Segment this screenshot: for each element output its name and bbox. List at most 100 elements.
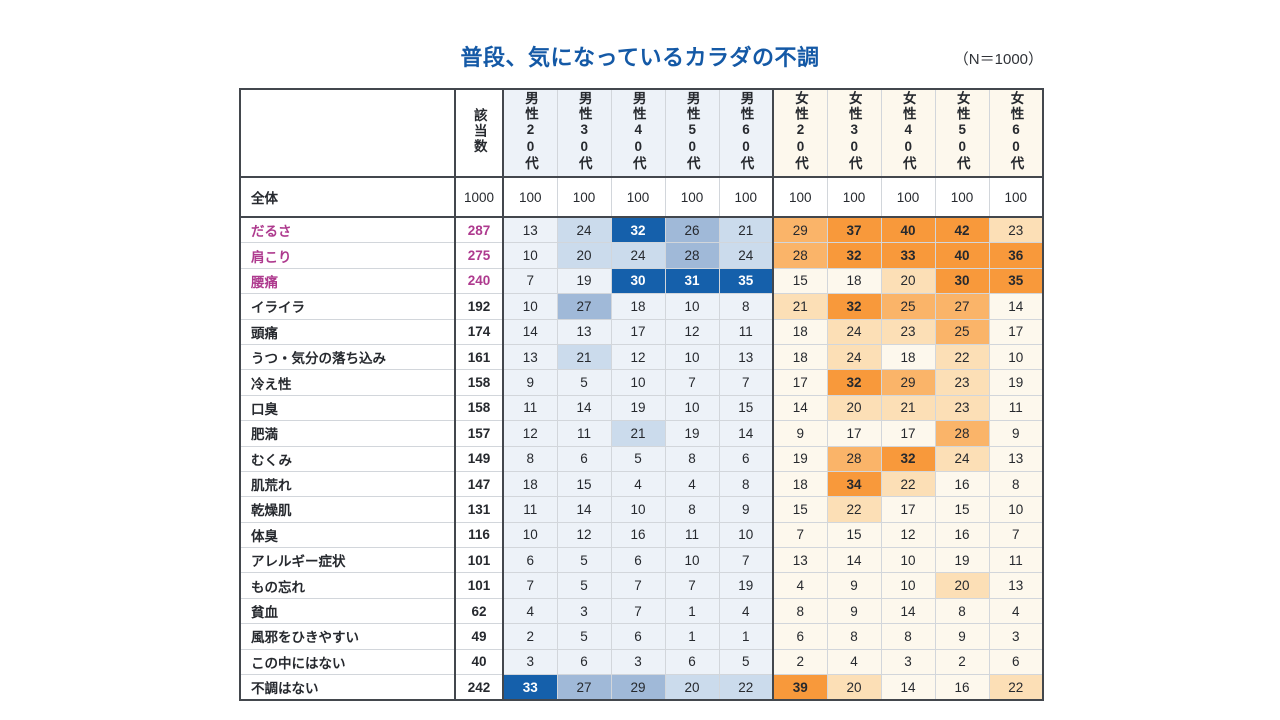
value-cell: 1 [664, 623, 720, 650]
value-cell: 12 [664, 318, 720, 345]
value-cell: 15 [556, 470, 612, 498]
row-label: 腰痛 [239, 267, 456, 295]
value-cell: 7 [718, 369, 774, 396]
value-cell: 11 [556, 420, 612, 447]
value-cell: 26 [664, 216, 720, 244]
value-cell: 10 [718, 521, 774, 549]
value-cell: 28 [772, 242, 828, 269]
value-cell: 11 [664, 521, 720, 549]
value-cell: 20 [664, 674, 720, 701]
value-cell: 27 [934, 293, 990, 320]
value-cell: 10 [610, 369, 666, 396]
value-cell: 9 [934, 623, 990, 650]
value-cell: 100 [988, 176, 1044, 218]
value-cell: 13 [502, 343, 558, 371]
page-title: 普段、気になっているカラダの不調 [460, 45, 820, 70]
col-header-text: 女性40代 [900, 91, 916, 172]
count-cell: 1000 [454, 176, 504, 218]
value-cell: 5 [556, 369, 612, 396]
value-cell: 20 [934, 572, 990, 599]
table-row: もの忘れ 101 7 5 7 7 19 4 9 10 20 13 [239, 572, 1044, 599]
value-cell: 9 [826, 572, 882, 599]
value-cell: 20 [556, 242, 612, 269]
value-cell: 8 [664, 445, 720, 472]
row-label: 口臭 [239, 394, 456, 422]
table-row: 風邪をひきやすい 49 2 5 6 1 1 6 8 8 9 3 [239, 623, 1044, 650]
table-row: この中にはない 40 3 6 3 6 5 2 4 3 2 6 [239, 648, 1044, 676]
value-cell: 4 [610, 470, 666, 498]
value-cell: 4 [772, 572, 828, 599]
count-cell: 40 [454, 648, 504, 676]
table-row: 腰痛 240 7 19 30 31 35 15 18 20 30 35 [239, 267, 1044, 295]
count-cell: 157 [454, 420, 504, 447]
col-header-text: 男性20代 [523, 91, 538, 172]
row-label: だるさ [239, 216, 456, 244]
value-cell: 3 [610, 648, 666, 676]
value-cell: 7 [772, 521, 828, 549]
value-cell: 19 [934, 547, 990, 574]
value-cell: 28 [826, 445, 882, 472]
value-cell: 11 [988, 547, 1044, 574]
value-cell: 16 [610, 521, 666, 549]
value-cell: 14 [502, 318, 558, 345]
value-cell: 100 [934, 176, 990, 218]
value-cell: 12 [502, 420, 558, 447]
value-cell: 29 [880, 369, 936, 396]
table-body: 全体 1000 100 100 100 100 100 100 100 100 100 100 だるさ 2… [239, 176, 1044, 701]
value-cell: 35 [718, 267, 774, 295]
value-cell: 6 [610, 547, 666, 574]
value-cell: 30 [934, 267, 990, 295]
table-row: だるさ 287 13 24 32 26 21 29 37 40 42 23 [239, 216, 1044, 244]
value-cell: 14 [826, 547, 882, 574]
value-cell: 25 [934, 318, 990, 345]
col-header-text: 該当数 [471, 108, 487, 155]
value-cell: 19 [664, 420, 720, 447]
count-cell: 49 [454, 623, 504, 650]
value-cell: 20 [826, 394, 882, 422]
col-header: 男性20代 [502, 88, 558, 178]
row-label: もの忘れ [239, 572, 456, 599]
value-cell: 23 [988, 216, 1044, 244]
value-cell: 11 [988, 394, 1044, 422]
value-cell: 18 [772, 470, 828, 498]
value-cell: 15 [826, 521, 882, 549]
count-cell: 158 [454, 369, 504, 396]
table-row: 口臭 158 11 14 19 10 15 14 20 21 23 11 [239, 394, 1044, 422]
value-cell: 28 [664, 242, 720, 269]
value-cell: 4 [826, 648, 882, 676]
col-header: 男性50代 [664, 88, 720, 178]
value-cell: 18 [610, 293, 666, 320]
value-cell: 37 [826, 216, 882, 244]
value-cell: 8 [718, 470, 774, 498]
table-row: 貧血 62 4 3 7 1 4 8 9 14 8 4 [239, 597, 1044, 625]
table-row: 乾燥肌 131 11 14 10 8 9 15 22 17 15 10 [239, 496, 1044, 523]
value-cell: 7 [718, 547, 774, 574]
value-cell: 35 [988, 267, 1044, 295]
value-cell: 20 [880, 267, 936, 295]
value-cell: 32 [826, 242, 882, 269]
value-cell: 1 [718, 623, 774, 650]
row-label: うつ・気分の落ち込み [239, 343, 456, 371]
col-header: 男性30代 [556, 88, 612, 178]
row-label: 肌荒れ [239, 470, 456, 498]
value-cell: 21 [718, 216, 774, 244]
table-row: うつ・気分の落ち込み 161 13 21 12 10 13 18 24 18 22 10 [239, 343, 1044, 371]
count-cell: 131 [454, 496, 504, 523]
count-cell: 242 [454, 674, 504, 701]
value-cell: 14 [772, 394, 828, 422]
value-cell: 19 [772, 445, 828, 472]
col-header: 女性40代 [880, 88, 936, 178]
col-header-text: 女性50代 [954, 91, 970, 172]
count-cell: 116 [454, 521, 504, 549]
col-header-text: 男性60代 [738, 91, 754, 172]
value-cell: 21 [556, 343, 612, 371]
value-cell: 22 [934, 343, 990, 371]
value-cell: 17 [988, 318, 1044, 345]
value-cell: 18 [880, 343, 936, 371]
value-cell: 13 [988, 445, 1044, 472]
value-cell: 13 [556, 318, 612, 345]
col-header-text: 男性30代 [576, 91, 592, 172]
value-cell: 34 [826, 470, 882, 498]
value-cell: 6 [502, 547, 558, 574]
value-cell: 11 [718, 318, 774, 345]
